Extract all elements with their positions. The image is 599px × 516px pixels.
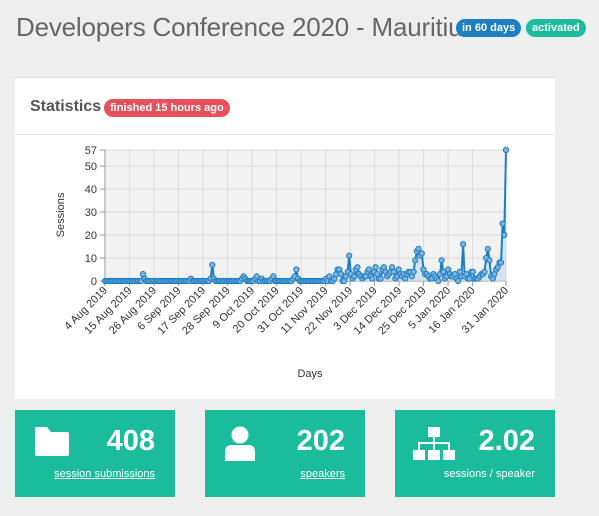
data-point[interactable]: [438, 257, 445, 264]
y-tick-label: 40: [85, 184, 97, 196]
y-axis-label: Sessions: [55, 192, 67, 237]
chart-plot-area: [105, 150, 506, 281]
x-axis-label: Days: [297, 368, 323, 380]
data-point[interactable]: [486, 257, 493, 264]
data-point[interactable]: [435, 277, 442, 285]
y-tick-label: 10: [85, 253, 97, 265]
session-submissions-value: 408: [106, 425, 155, 457]
data-point[interactable]: [455, 277, 462, 285]
data-point[interactable]: [346, 252, 353, 259]
sessions-per-speaker-label: sessions / speaker: [443, 468, 535, 480]
data-point[interactable]: [377, 275, 384, 282]
data-point[interactable]: [337, 271, 345, 278]
data-point[interactable]: [354, 264, 361, 271]
speakers-link[interactable]: speakers: [300, 468, 345, 480]
sessions-per-speaker-card: 2.02 sessions / speaker: [395, 410, 555, 497]
countdown-badge: in 60 days: [456, 19, 522, 37]
chart-series: [101, 146, 510, 285]
data-point[interactable]: [484, 245, 491, 252]
data-point[interactable]: [390, 268, 397, 275]
data-point[interactable]: [481, 268, 488, 275]
sessions-per-speaker-value: 2.02: [478, 425, 535, 457]
data-point[interactable]: [412, 257, 419, 264]
speakers-value: 202: [296, 425, 345, 457]
session-submissions-card: 408 session submissions: [15, 410, 175, 497]
status-badge: activated: [526, 19, 586, 37]
y-tick-label: 50: [85, 161, 97, 173]
data-point[interactable]: [415, 245, 422, 252]
data-point[interactable]: [499, 220, 506, 227]
y-tick-label: 20: [85, 230, 97, 242]
data-point[interactable]: [460, 241, 467, 248]
statistics-panel-header: Statistics finished 15 hours ago: [15, 78, 555, 135]
sitemap-icon: [413, 427, 455, 460]
data-point[interactable]: [365, 266, 373, 273]
data-point[interactable]: [497, 259, 505, 266]
data-point[interactable]: [369, 275, 376, 282]
data-point[interactable]: [209, 261, 216, 268]
finished-badge: finished 15 hours ago: [104, 99, 230, 117]
data-point[interactable]: [372, 264, 379, 271]
data-point[interactable]: [410, 268, 417, 275]
folder-icon: [35, 427, 69, 456]
page-title: Developers Conference 2020 - Mauritius: [16, 12, 476, 42]
y-tick-label: 30: [85, 207, 97, 219]
statistics-title: Statistics: [30, 98, 102, 115]
data-point[interactable]: [502, 146, 510, 154]
user-icon: [225, 426, 255, 461]
chart-y-axis: 0 10 20 30 40 50 57: [85, 145, 106, 288]
speakers-card: 202 speakers: [205, 410, 365, 497]
session-submissions-link[interactable]: session submissions: [54, 468, 155, 480]
y-tick-label: 0: [91, 276, 97, 288]
data-point[interactable]: [501, 231, 508, 239]
data-point[interactable]: [293, 266, 300, 273]
page-header: Developers Conference 2020 - Mauritius i…: [0, 0, 599, 56]
statistics-panel: Statistics finished 15 hours ago 0 10 20 30…: [15, 77, 555, 399]
y-tick-label: 57: [85, 145, 97, 157]
data-point[interactable]: [469, 268, 477, 275]
data-point[interactable]: [440, 268, 447, 275]
data-point[interactable]: [351, 273, 358, 280]
data-point[interactable]: [418, 250, 425, 257]
